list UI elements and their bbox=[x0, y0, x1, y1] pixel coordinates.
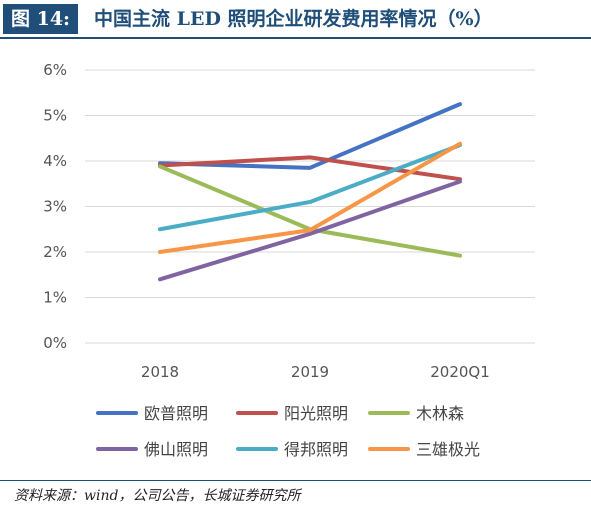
line-chart: 0% 1% 2% 3% 4% 5% 6% 2018 2019 2020Q1 欧普照明 阳光照明 木林森佛… bbox=[43, 61, 535, 459]
footer-rule bbox=[0, 480, 591, 481]
figure-label: 图 14: bbox=[3, 4, 79, 34]
series-line bbox=[158, 164, 462, 258]
y-tick-label: 4% bbox=[43, 152, 67, 170]
y-tick-label: 0% bbox=[43, 334, 67, 352]
series-line bbox=[158, 141, 462, 254]
y-tick-label: 2% bbox=[43, 243, 67, 261]
series-line bbox=[158, 179, 462, 282]
y-tick-label: 5% bbox=[43, 107, 67, 125]
legend-label: 三雄极光 bbox=[416, 440, 480, 459]
legend-label: 得邦照明 bbox=[284, 440, 348, 459]
legend-label: 欧普照明 bbox=[144, 404, 208, 423]
series-line bbox=[158, 143, 462, 232]
y-tick-label: 1% bbox=[43, 289, 67, 307]
y-tick-label: 6% bbox=[43, 61, 67, 79]
legend-label: 阳光照明 bbox=[284, 404, 348, 423]
x-tick-label: 2020Q1 bbox=[430, 363, 490, 381]
x-tick-label: 2019 bbox=[291, 363, 329, 381]
header-rule bbox=[0, 37, 591, 39]
legend-label: 佛山照明 bbox=[144, 440, 208, 459]
figure-header: 图 14: 中国主流 LED 照明企业研发费用率情况（%） bbox=[0, 0, 591, 39]
y-tick-label: 3% bbox=[43, 198, 67, 216]
x-tick-label: 2018 bbox=[141, 363, 179, 381]
source-note: 资料来源：wind，公司公告，长城证券研究所 bbox=[14, 488, 301, 504]
chart-title: 中国主流 LED 照明企业研发费用率情况（%） bbox=[94, 8, 493, 30]
legend-label: 木林森 bbox=[416, 404, 464, 423]
